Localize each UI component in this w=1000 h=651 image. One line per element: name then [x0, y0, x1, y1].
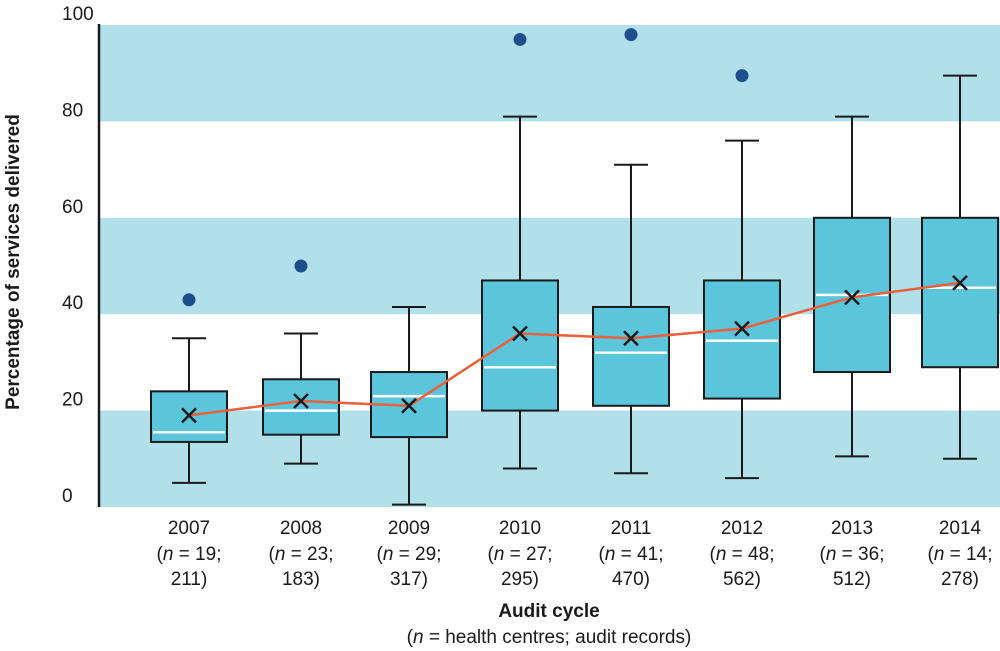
- x-tick-records: 470): [612, 569, 650, 590]
- x-axis-subtitle: (n = health centres; audit records): [407, 627, 692, 648]
- x-axis-subtitle-rest: = health centres; audit records): [424, 627, 692, 648]
- y-axis: 0 20 40 60 80 100: [62, 4, 101, 507]
- mean-marker: [623, 330, 639, 347]
- outlier-point: [182, 293, 196, 307]
- iqr-box: [921, 216, 999, 369]
- x-tick-n-open: (: [599, 544, 606, 565]
- box-2011: [592, 28, 670, 475]
- x-tick-year: 2011: [611, 518, 652, 539]
- y-tick-label: 60: [62, 197, 83, 218]
- x-tick-n-symbol: n: [494, 544, 505, 565]
- mean-marker-stroke: [512, 325, 528, 342]
- iqr-box: [262, 378, 340, 436]
- mean-marker-stroke: [623, 330, 639, 347]
- x-tick-year: 2008: [280, 518, 322, 539]
- box-2008: [262, 259, 340, 465]
- x-tick-year: 2007: [168, 518, 210, 539]
- mean-marker-stroke: [844, 289, 860, 306]
- x-tick-n-count: = 14;: [944, 544, 992, 565]
- x-tick-year: 2013: [831, 518, 873, 539]
- mean-marker: [952, 274, 968, 291]
- outlier-point: [735, 69, 749, 83]
- y-tick-label: 80: [62, 100, 83, 121]
- x-tick-year: 2014: [939, 518, 982, 539]
- x-tick-n-count: = 27;: [504, 544, 552, 565]
- x-tick-records: 278): [941, 569, 979, 590]
- y-tick-label: 100: [62, 4, 94, 25]
- x-tick-n-count: = 23;: [285, 544, 333, 565]
- x-tick-n-symbol: n: [826, 544, 837, 565]
- x-tick-n-symbol: n: [383, 544, 394, 565]
- x-tick-records: 295): [501, 569, 539, 590]
- background-band: [99, 25, 1000, 122]
- mean-marker-stroke: [181, 407, 197, 424]
- mean-marker-stroke: [734, 320, 750, 337]
- y-axis-title: Percentage of services delivered: [3, 114, 24, 410]
- x-tick-n: (n = 19;: [157, 544, 222, 565]
- outlier-point: [513, 32, 527, 46]
- x-tick-n-open: (: [928, 544, 935, 565]
- mean-marker: [181, 407, 197, 424]
- mean-marker: [734, 320, 750, 337]
- x-tick-n-open: (: [488, 544, 495, 565]
- x-tick-n-count: = 41;: [615, 544, 663, 565]
- x-tick-n-count: = 29;: [393, 544, 441, 565]
- x-tick-n-count: = 19;: [173, 544, 221, 565]
- y-tick-label: 40: [62, 293, 83, 314]
- y-tick-label: 0: [62, 486, 73, 507]
- x-tick-n-open: (: [820, 544, 827, 565]
- mean-marker: [401, 397, 417, 414]
- x-tick-n-open: (: [710, 544, 717, 565]
- x-axis-subtitle-n: n: [413, 627, 424, 648]
- mean-marker: [844, 289, 860, 306]
- x-tick-n-count: = 48;: [726, 544, 774, 565]
- x-tick-records: 183): [282, 569, 320, 590]
- box-2012: [703, 69, 781, 480]
- x-tick-records: 512): [833, 569, 871, 590]
- x-tick-n: (n = 48;: [710, 544, 775, 565]
- mean-line-layer: [181, 274, 968, 424]
- x-tick-n: (n = 41;: [599, 544, 664, 565]
- x-tick-year: 2012: [721, 518, 763, 539]
- x-axis-labels: 2007(n = 19;211)2008(n = 23;183)2009(n =…: [157, 518, 993, 590]
- boxes-layer: [150, 28, 999, 506]
- x-tick-n-symbol: n: [163, 544, 174, 565]
- mean-marker-stroke: [401, 397, 417, 414]
- box-2010: [481, 32, 559, 470]
- x-tick-n: (n = 27;: [488, 544, 553, 565]
- x-tick-records: 562): [723, 569, 761, 590]
- y-tick-label: 20: [62, 390, 83, 411]
- x-tick-year: 2009: [388, 518, 430, 539]
- x-tick-year: 2010: [499, 518, 541, 539]
- x-tick-n-count: = 36;: [836, 544, 884, 565]
- x-tick-n-open: (: [377, 544, 384, 565]
- box-2014: [921, 74, 999, 460]
- iqr-box: [481, 279, 559, 412]
- x-tick-n-open: (: [157, 544, 164, 565]
- mean-marker: [512, 325, 528, 342]
- iqr-box: [592, 305, 670, 407]
- x-tick-n: (n = 36;: [820, 544, 885, 565]
- mean-marker: [293, 393, 309, 409]
- x-tick-n: (n = 14;: [928, 544, 993, 565]
- x-tick-n-symbol: n: [605, 544, 616, 565]
- x-axis-subtitle-open: (: [407, 627, 414, 648]
- outlier-point: [294, 259, 308, 273]
- x-tick-n: (n = 29;: [377, 544, 442, 565]
- box-2013: [813, 115, 891, 458]
- outlier-point: [624, 28, 638, 42]
- x-tick-records: 211): [171, 569, 208, 590]
- x-tick-n: (n = 23;: [269, 544, 334, 565]
- mean-marker-stroke: [293, 393, 309, 409]
- x-tick-n-symbol: n: [934, 544, 945, 565]
- mean-trend-line: [188, 281, 961, 417]
- mean-marker-stroke: [952, 274, 968, 291]
- x-axis-title: Audit cycle: [498, 601, 599, 622]
- x-tick-n-symbol: n: [275, 544, 286, 565]
- background-band: [99, 410, 1000, 507]
- x-tick-n-open: (: [269, 544, 276, 565]
- x-tick-records: 317): [390, 569, 428, 590]
- x-tick-n-symbol: n: [716, 544, 727, 565]
